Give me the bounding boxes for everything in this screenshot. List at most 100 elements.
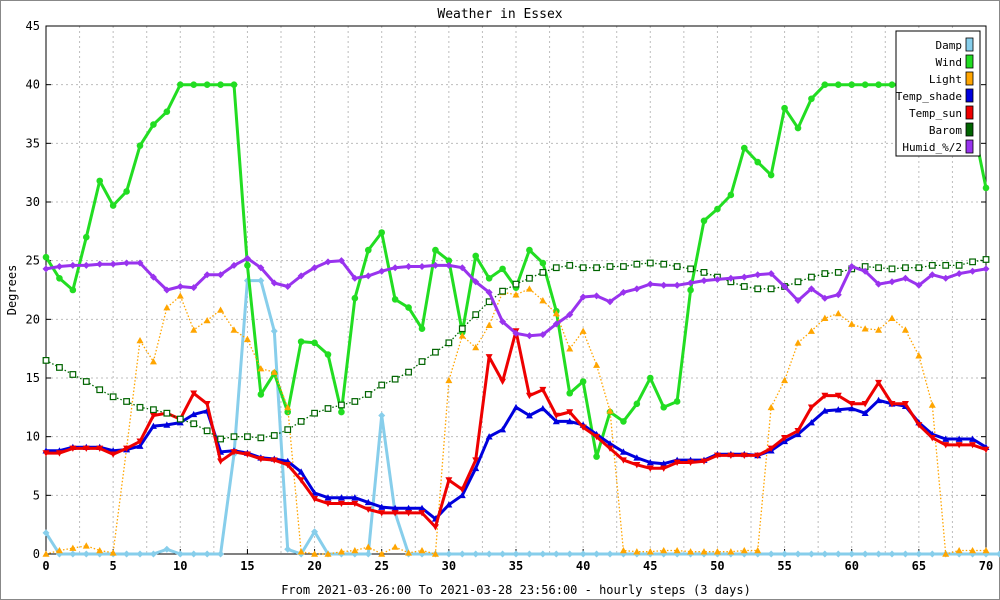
data-point-humid-2 [552, 320, 560, 328]
data-point-barom [499, 287, 506, 295]
legend-label-humid-2: Humid_%/2 [902, 141, 962, 154]
data-point-temp-sun [915, 422, 923, 429]
data-point-barom [405, 368, 412, 376]
data-point-light [230, 326, 238, 333]
data-point-light [740, 546, 748, 554]
data-point-light [955, 546, 963, 554]
data-point-temp-sun [82, 445, 90, 452]
data-point-humid-2 [781, 282, 789, 290]
data-point-wind [351, 294, 359, 302]
data-point-damp [485, 550, 493, 558]
data-point-barom [633, 260, 641, 268]
data-point-wind [888, 81, 896, 88]
x-tick-label: 65 [912, 559, 926, 573]
data-point-temp-sun [485, 354, 493, 361]
data-point-wind [136, 142, 144, 149]
data-point-humid-2 [297, 272, 305, 280]
data-point-humid-2 [915, 281, 923, 289]
data-point-barom [740, 283, 748, 290]
data-point-light [713, 548, 721, 555]
data-point-humid-2 [69, 261, 77, 269]
data-point-humid-2 [82, 261, 90, 269]
data-point-temp-sun [901, 401, 909, 408]
data-point-light [217, 306, 225, 313]
data-point-damp [767, 550, 775, 558]
data-point-light [203, 317, 211, 324]
data-point-barom [566, 261, 574, 269]
legend-swatch-humid-2 [965, 139, 974, 154]
data-point-temp-shade [539, 405, 547, 412]
data-point-temp-sun [861, 401, 869, 408]
legend-label-barom: Barom [929, 124, 962, 137]
data-point-damp [378, 412, 386, 420]
x-tick-label: 35 [509, 559, 523, 573]
data-point-temp-shade [485, 433, 493, 440]
data-point-damp [901, 550, 909, 558]
data-point-temp-sun [566, 409, 574, 416]
data-point-temp-sun [834, 392, 842, 400]
data-point-damp [364, 550, 372, 558]
data-point-humid-2 [418, 263, 426, 271]
data-point-barom [700, 269, 708, 276]
data-point-humid-2 [337, 257, 345, 265]
data-point-light [69, 544, 77, 551]
data-point-temp-shade [391, 504, 399, 512]
data-point-damp [566, 550, 574, 558]
data-point-damp [257, 277, 265, 285]
data-point-barom [888, 265, 896, 273]
data-point-humid-2 [727, 274, 735, 282]
data-point-light [42, 550, 50, 557]
data-point-barom [432, 348, 439, 356]
data-point-damp [176, 550, 184, 558]
data-point-damp [445, 550, 453, 558]
data-point-humid-2 [606, 298, 614, 306]
data-point-temp-sun [767, 445, 775, 452]
data-point-light [351, 546, 359, 554]
data-point-wind [96, 177, 104, 185]
data-point-temp-sun [42, 450, 50, 457]
data-point-temp-sun [55, 450, 63, 457]
data-point-damp [311, 528, 319, 536]
data-point-barom [539, 269, 547, 276]
series-layer [42, 81, 1000, 558]
data-point-humid-2 [928, 271, 936, 279]
data-point-humid-2 [660, 281, 668, 289]
data-point-temp-sun [445, 477, 453, 484]
data-point-humid-2 [969, 267, 977, 275]
data-point-humid-2 [472, 278, 480, 286]
data-point-wind [297, 338, 305, 345]
data-point-damp [42, 529, 50, 537]
series-wind [42, 81, 990, 460]
data-point-light [485, 321, 493, 328]
data-point-wind [42, 253, 50, 261]
data-point-humid-2 [767, 270, 775, 278]
data-point-light [579, 327, 587, 334]
data-point-light [270, 368, 278, 375]
data-point-damp [807, 550, 815, 558]
data-point-humid-2 [579, 293, 587, 301]
data-point-barom [955, 261, 963, 269]
y-axis-label: Degrees [5, 265, 19, 316]
data-point-wind [56, 274, 63, 282]
data-point-wind [176, 81, 184, 88]
y-tick-label: 10 [26, 430, 40, 444]
legend-label-wind: Wind [936, 56, 963, 69]
data-point-wind [405, 304, 412, 311]
data-point-wind [821, 81, 829, 88]
data-point-light [767, 403, 775, 411]
data-point-wind [660, 404, 668, 411]
data-point-light [928, 401, 936, 408]
data-point-light [257, 365, 265, 372]
data-point-damp [472, 550, 480, 558]
data-point-barom [458, 325, 466, 333]
data-point-temp-shade [458, 491, 466, 499]
data-point-light [861, 325, 869, 332]
data-point-wind [364, 246, 372, 254]
data-point-humid-2 [190, 284, 198, 292]
data-point-wind [646, 374, 654, 382]
data-point-damp [928, 550, 936, 558]
data-point-damp [284, 545, 292, 553]
data-point-temp-sun [378, 510, 386, 517]
data-point-temp-sun [203, 401, 211, 408]
